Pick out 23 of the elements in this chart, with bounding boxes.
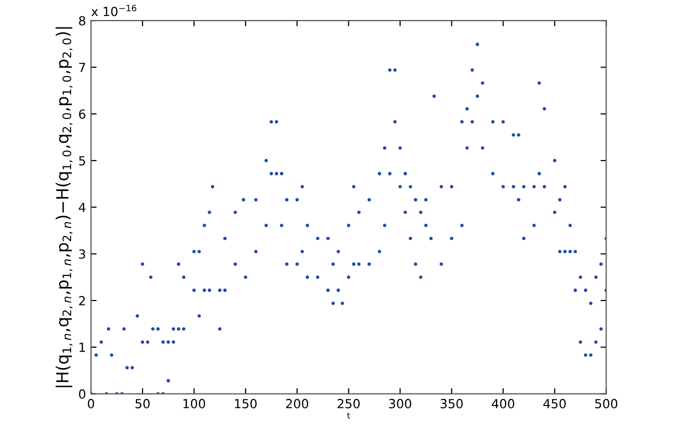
x-tick-label: 300	[389, 398, 412, 408]
y-tick-label: 8	[79, 16, 86, 26]
text: |H(q$_{1,n}$,q$_{2,n}$,p$_{1,n}$,p$_{2,n}$)−H(q$_{1,0}$,q$_{2,0}$,p$_{1,0}$,p$_{2,0}$)|	[56, 27, 72, 388]
y-tick-label: 1	[80, 342, 85, 352]
text: x 10$^{−16}$	[91, 4, 136, 16]
x-tick-label: 100	[183, 398, 206, 408]
x-tick-label: 50	[136, 398, 150, 408]
x-tick-label: 0	[88, 398, 94, 408]
x-axis-title: t	[347, 412, 350, 418]
y-tick-label: 3	[79, 249, 86, 259]
x-tick-label: 200	[286, 398, 308, 408]
y-tick-label: 7	[79, 62, 86, 72]
x-tick-label: 350	[440, 398, 463, 408]
y-tick-label: 5	[79, 156, 86, 166]
y-tick-label: 6	[79, 109, 86, 119]
y-tick-label: 2	[79, 296, 85, 306]
y-tick-label: 4	[78, 202, 86, 212]
x-tick-label: 250	[338, 398, 360, 408]
x-tick-label: 400	[492, 398, 514, 408]
x-tick-label: 500	[595, 398, 618, 408]
x-tick-label: 150	[235, 398, 257, 408]
y-tick-label: 0	[79, 389, 86, 399]
x-tick-label: 450	[543, 398, 566, 408]
